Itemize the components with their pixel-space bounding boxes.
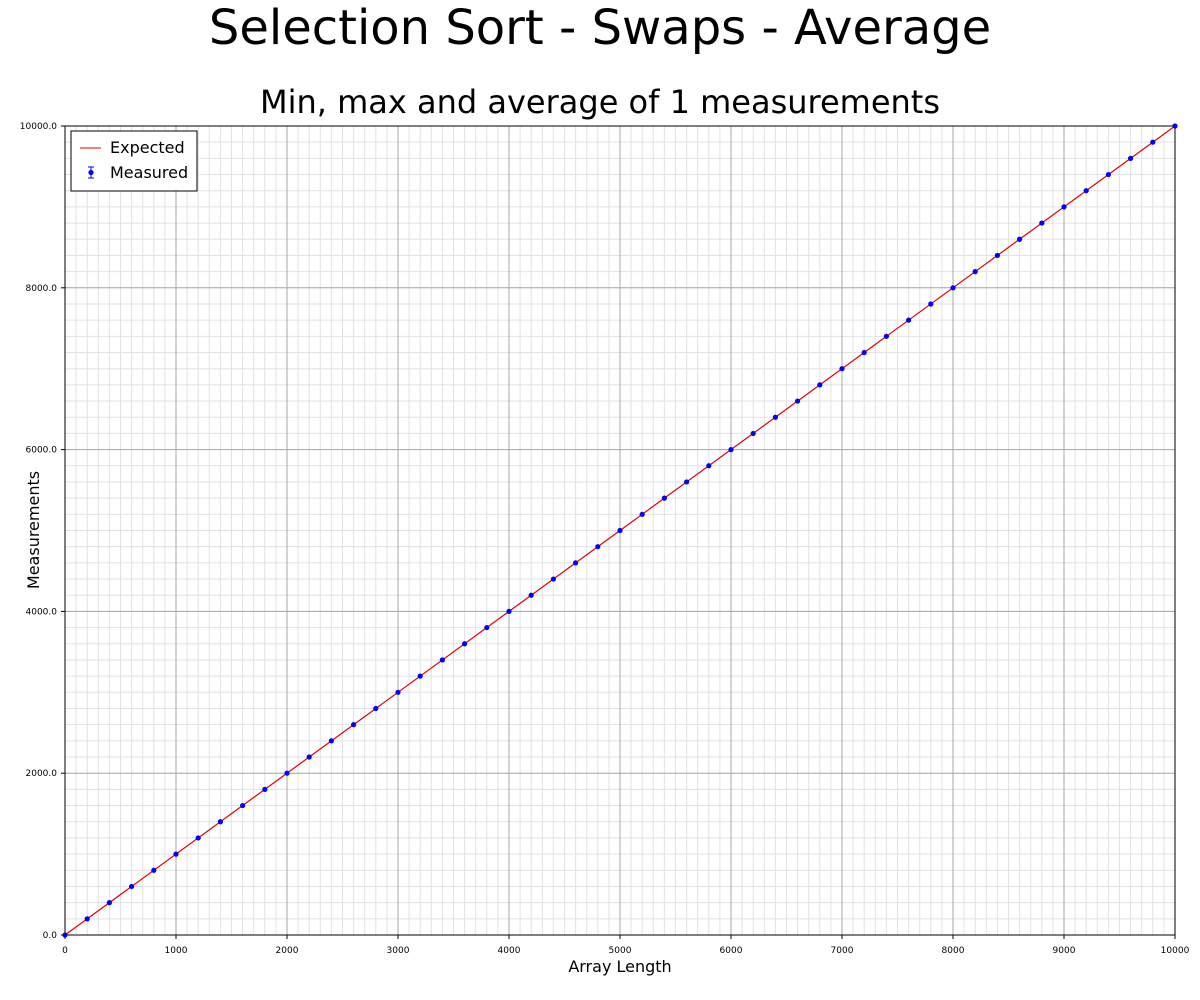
x-tick-label: 2000 xyxy=(276,946,299,956)
series-measured xyxy=(62,123,1178,938)
measured-point xyxy=(484,624,490,631)
measured-point xyxy=(106,900,112,906)
measured-point xyxy=(1128,155,1134,161)
measured-point xyxy=(240,802,246,809)
y-tick-label: 4000.0 xyxy=(26,607,58,617)
measured-point xyxy=(373,705,379,712)
measured-point xyxy=(839,366,845,372)
measured-point xyxy=(617,527,623,534)
measured-point xyxy=(1150,139,1156,145)
chart-title: Selection Sort - Swaps - Average xyxy=(209,0,991,56)
x-tick-label: 6000 xyxy=(720,946,743,956)
measured-point xyxy=(728,447,734,453)
measured-point xyxy=(972,269,978,275)
measured-point xyxy=(129,883,135,890)
legend: Expected Measured xyxy=(70,130,198,192)
x-tick-label: 0 xyxy=(62,946,68,956)
measured-point xyxy=(462,641,468,647)
measured-point xyxy=(528,592,534,598)
measured-point xyxy=(328,738,334,744)
measured-point xyxy=(151,867,157,873)
measured-point xyxy=(351,722,357,728)
x-axis-label: Array Length xyxy=(568,957,671,976)
x-tick-label: 1000 xyxy=(165,946,188,956)
measured-point xyxy=(284,770,290,776)
measured-point xyxy=(994,252,1001,259)
legend-measured-label: Measured xyxy=(110,163,188,182)
measured-point xyxy=(595,544,601,550)
measured-point xyxy=(1039,220,1045,226)
x-axis-ticks: 0 1000 2000 3000 4000 5000 6000 7000 8000 9000 100… xyxy=(62,935,1190,956)
measured-point xyxy=(817,382,823,388)
measured-point xyxy=(1105,171,1111,178)
measured-point xyxy=(1017,236,1023,242)
measured-point xyxy=(1061,204,1067,210)
measured-point xyxy=(706,463,712,469)
measured-point xyxy=(395,689,401,695)
measured-point xyxy=(306,754,312,760)
measured-point xyxy=(173,851,179,857)
y-tick-label: 0.0 xyxy=(43,931,58,941)
x-tick-label: 9000 xyxy=(1053,946,1076,956)
x-tick-label: 7000 xyxy=(831,946,854,956)
x-tick-label: 10000 xyxy=(1161,946,1190,956)
legend-measured-swatch xyxy=(88,166,94,179)
y-tick-label: 6000.0 xyxy=(26,446,58,456)
y-axis-label: Measurements xyxy=(24,471,43,589)
measured-point xyxy=(883,333,890,339)
y-tick-label: 8000.0 xyxy=(26,284,58,294)
measured-point xyxy=(772,414,779,420)
measured-point xyxy=(573,560,579,566)
measured-point xyxy=(550,576,557,582)
measured-point xyxy=(684,479,690,485)
measured-point xyxy=(217,819,223,825)
measured-point xyxy=(928,301,934,307)
measured-point xyxy=(639,511,645,517)
measured-point xyxy=(661,495,668,501)
x-tick-label: 3000 xyxy=(387,946,410,956)
measured-point xyxy=(906,317,912,323)
measured-point xyxy=(62,932,68,938)
measured-point xyxy=(195,835,201,841)
y-tick-label: 10000.0 xyxy=(20,122,57,132)
measured-point xyxy=(750,430,756,437)
measured-point xyxy=(417,673,423,679)
measured-point xyxy=(861,349,867,356)
x-tick-label: 8000 xyxy=(942,946,965,956)
y-tick-label: 2000.0 xyxy=(26,769,58,779)
measured-point xyxy=(84,916,90,922)
chart-subtitle: Min, max and average of 1 measurements xyxy=(260,83,940,121)
measured-point xyxy=(506,608,512,615)
measured-point xyxy=(262,786,268,792)
legend-expected-label: Expected xyxy=(110,138,185,157)
x-tick-label: 5000 xyxy=(609,946,632,956)
x-tick-label: 4000 xyxy=(498,946,521,956)
measured-point xyxy=(795,398,801,404)
measured-point xyxy=(439,657,445,663)
legend-box xyxy=(70,130,198,192)
measured-point xyxy=(1083,188,1089,194)
measured-point xyxy=(1172,123,1178,129)
measured-point xyxy=(950,285,956,291)
